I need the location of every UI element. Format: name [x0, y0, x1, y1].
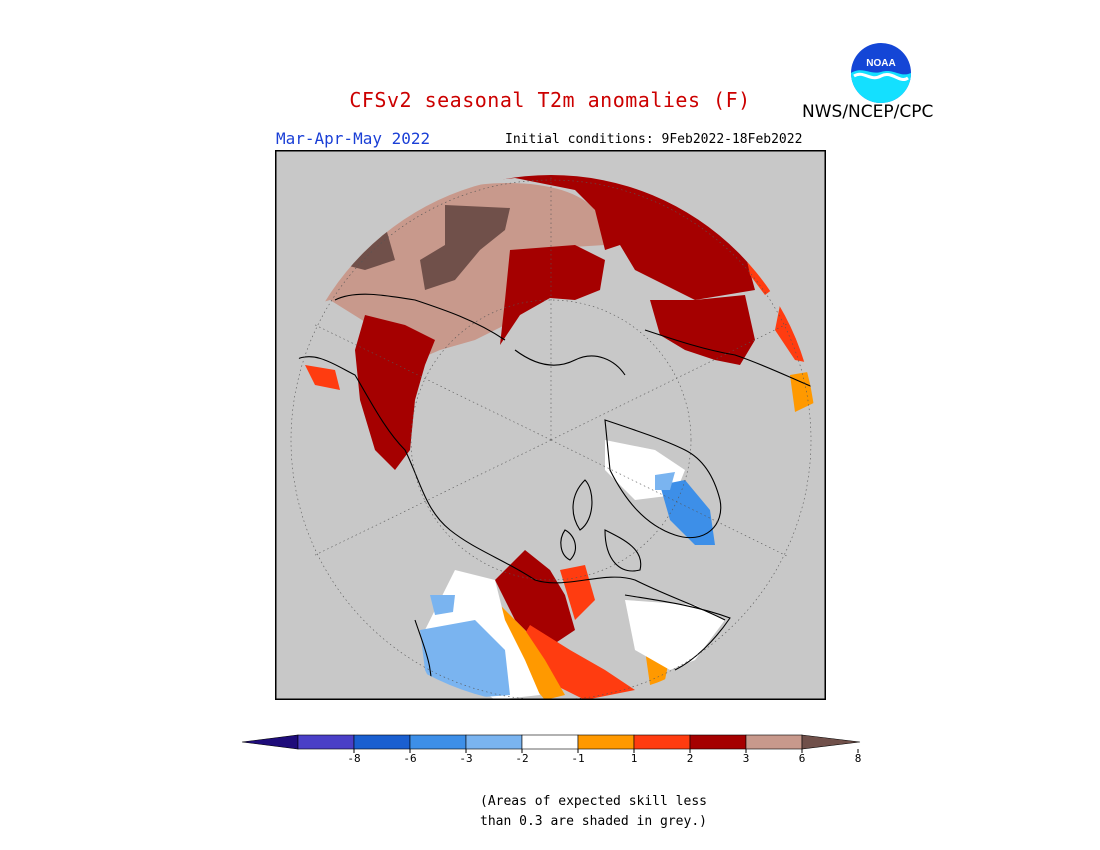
legend-tick-label: -6: [403, 752, 416, 765]
anomaly-dark-red-region: [650, 295, 755, 365]
logo-text: NOAA: [866, 58, 895, 69]
legend-swatch: [633, 734, 691, 750]
graticule: [290, 175, 812, 700]
legend-tick-label: 2: [687, 752, 694, 765]
legend-tick-label: 8: [855, 752, 862, 765]
org-label: NWS/NCEP/CPC: [802, 102, 934, 122]
anomaly-orange-region: [500, 605, 565, 700]
legend-swatch: [577, 734, 635, 750]
skill-note-line2: than 0.3 are shaded in grey.): [480, 814, 707, 829]
legend-swatch: [689, 734, 747, 750]
coastlines: [294, 293, 816, 700]
anomaly-light-blue-region: [430, 595, 455, 615]
anomaly-map: [275, 150, 826, 700]
skill-note: (Areas of expected skill less than 0.3 a…: [480, 792, 707, 832]
legend-tick-label: 3: [743, 752, 750, 765]
legend-swatch: [745, 734, 803, 750]
legend-tick-label: -3: [459, 752, 472, 765]
anomaly-light-blue-region: [655, 472, 675, 490]
legend-arrow-left: [241, 734, 299, 750]
anomaly-dark-red-region: [355, 315, 435, 470]
legend-tick-label: -1: [571, 752, 584, 765]
noaa-logo: NOAA: [851, 43, 911, 103]
legend-tick-label: 6: [799, 752, 806, 765]
anomaly-red-region: [305, 365, 340, 390]
legend-swatch: [409, 734, 467, 750]
legend-tick-label: -2: [515, 752, 528, 765]
legend-arrow-right: [801, 734, 861, 750]
legend-swatch: [297, 734, 355, 750]
map-title: CFSv2 seasonal T2m anomalies (F): [349, 88, 751, 112]
anomaly-dark-brown-region: [420, 205, 510, 290]
initial-conditions-label: Initial conditions: 9Feb2022-18Feb2022: [505, 132, 803, 147]
map-frame: [275, 150, 826, 700]
globe: [286, 175, 816, 700]
season-label: Mar-Apr-May 2022: [276, 129, 431, 148]
anomaly-dark-red-region: [500, 245, 605, 345]
anomaly-dark-red-region: [495, 550, 575, 650]
legend-swatch: [353, 734, 411, 750]
anomaly-blue-region: [660, 480, 715, 545]
anomaly-light-blue-region: [420, 620, 510, 700]
legend-tick-label: 1: [631, 752, 638, 765]
skill-note-line1: (Areas of expected skill less: [480, 794, 707, 809]
legend-tick-label: -8: [347, 752, 360, 765]
anomaly-red-region: [515, 625, 635, 700]
color-legend: -8 -6 -3 -2 -1 1 2 3 6 8: [241, 734, 862, 765]
anomaly-red-region: [560, 565, 595, 620]
legend-swatch: [521, 734, 579, 750]
legend-swatch: [465, 734, 523, 750]
